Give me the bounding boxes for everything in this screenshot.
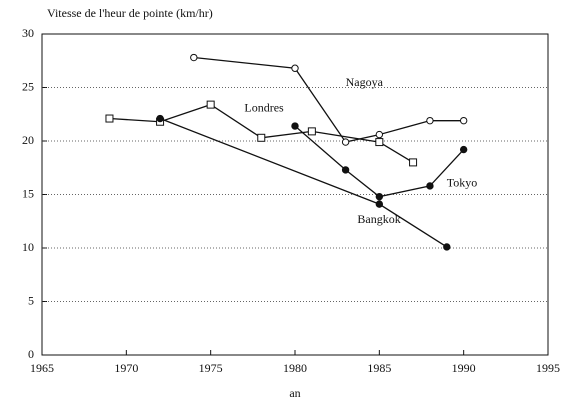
marker <box>375 138 384 147</box>
marker <box>156 114 164 123</box>
y-tick-label: 10 <box>22 240 34 254</box>
marker <box>375 130 384 139</box>
x-tick-label: 1985 <box>367 361 391 375</box>
x-tick-label: 1995 <box>536 361 560 375</box>
y-tick-label: 5 <box>28 293 34 307</box>
y-tick-label: 25 <box>22 79 34 93</box>
series-line <box>159 117 448 248</box>
marker <box>375 192 384 201</box>
x-tick-label: 1965 <box>30 361 54 375</box>
series-label: Londres <box>244 101 284 115</box>
series-label: Nagoya <box>346 75 384 89</box>
y-tick-label: 20 <box>22 133 34 147</box>
y-tick-label: 0 <box>28 347 34 361</box>
marker <box>257 133 266 142</box>
marker <box>459 116 468 125</box>
series-label: Bangkok <box>357 212 400 226</box>
marker <box>341 166 350 174</box>
x-tick-label: 1975 <box>199 361 223 375</box>
marker <box>459 145 468 154</box>
x-axis-label: an <box>289 386 300 400</box>
marker <box>409 158 418 167</box>
marker <box>105 114 114 123</box>
x-tick-label: 1970 <box>114 361 138 375</box>
x-tick-label: 1990 <box>452 361 476 375</box>
x-tick-label: 1980 <box>283 361 307 375</box>
marker <box>443 243 451 251</box>
y-axis-label: Vitesse de l'heur de pointe (km/hr) <box>47 6 213 20</box>
y-tick-label: 15 <box>22 186 34 200</box>
marker <box>341 138 350 146</box>
marker <box>426 182 434 190</box>
marker <box>291 122 299 130</box>
marker <box>307 127 316 136</box>
series-line <box>193 56 464 143</box>
marker <box>426 116 434 125</box>
y-tick-label: 30 <box>22 26 34 40</box>
marker <box>291 64 299 72</box>
marker <box>206 100 215 109</box>
marker <box>375 200 384 208</box>
series-label: Tokyo <box>447 176 478 190</box>
marker <box>190 53 198 62</box>
